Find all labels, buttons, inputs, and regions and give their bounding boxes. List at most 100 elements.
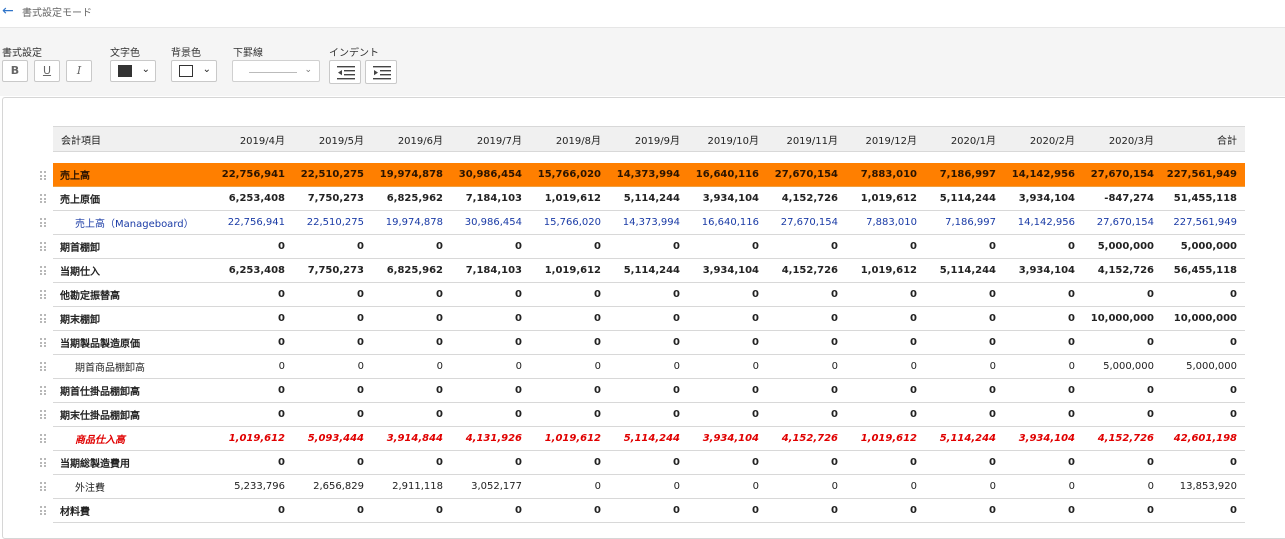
- value-cell: 5,000,000: [1162, 354, 1245, 379]
- value-cell: 5,000,000: [1162, 234, 1245, 259]
- value-cell: 4,152,726: [1083, 258, 1162, 283]
- bg-color-picker[interactable]: ⌄: [171, 60, 217, 82]
- value-cell: 7,186,997: [925, 210, 1004, 235]
- table-row[interactable]: 期末仕掛品棚卸高 0 0 0 0 0 0 0 0 0 0 0 0 0: [53, 402, 1245, 427]
- table-row[interactable]: 他勘定振替高 0 0 0 0 0 0 0 0 0 0 0 0 0: [53, 282, 1245, 307]
- value-cell: 0: [293, 450, 372, 475]
- bg-color-swatch: [179, 65, 193, 77]
- drag-handle-icon[interactable]: [40, 482, 48, 491]
- value-cell: 22,510,275: [293, 210, 372, 235]
- column-header: 2019/12月: [846, 126, 925, 152]
- value-cell: 0: [451, 354, 530, 379]
- bold-button[interactable]: B: [2, 60, 28, 82]
- value-cell: 0: [1162, 402, 1245, 427]
- value-cell: 2,656,829: [293, 474, 372, 499]
- value-cell: 6,253,408: [200, 186, 293, 211]
- value-cell: 10,000,000: [1083, 306, 1162, 331]
- value-cell: 0: [688, 354, 767, 379]
- value-cell: 0: [451, 306, 530, 331]
- value-cell: 0: [1004, 450, 1083, 475]
- value-cell: 0: [1004, 402, 1083, 427]
- value-cell: 0: [767, 474, 846, 499]
- column-header: 2019/10月: [688, 126, 767, 152]
- value-cell: 0: [609, 474, 688, 499]
- drag-handle-icon[interactable]: [40, 338, 48, 347]
- table-row[interactable]: 当期仕入 6,253,408 7,750,273 6,825,962 7,184,103…: [53, 258, 1245, 283]
- value-cell: 1,019,612: [846, 426, 925, 451]
- value-cell: 3,934,104: [688, 186, 767, 211]
- value-cell: 0: [846, 282, 925, 307]
- table-row[interactable]: 売上高 22,756,941 22,510,275 19,974,878 30,986,…: [53, 163, 1245, 187]
- value-cell: 0: [293, 234, 372, 259]
- value-cell: 0: [372, 330, 451, 355]
- drag-handle-icon[interactable]: [40, 434, 48, 443]
- value-cell: 14,142,956: [1004, 163, 1083, 187]
- table-row[interactable]: 売上高（Manageboard） 22,756,941 22,510,275 19,9…: [53, 210, 1245, 235]
- drag-handle-icon[interactable]: [40, 290, 48, 299]
- underline-button[interactable]: U: [34, 60, 60, 82]
- drag-handle-icon[interactable]: [40, 266, 48, 275]
- top-bar: ← 書式設定モード: [0, 0, 1285, 28]
- table-row[interactable]: 商品仕入高 1,019,612 5,093,444 3,914,844 4,131,92…: [53, 426, 1245, 451]
- value-cell: 0: [1004, 234, 1083, 259]
- value-cell: 0: [925, 474, 1004, 499]
- account-label: 期末仕掛品棚卸高: [53, 402, 200, 427]
- value-cell: 7,186,997: [925, 163, 1004, 187]
- value-cell: 14,142,956: [1004, 210, 1083, 235]
- value-cell: 0: [925, 234, 1004, 259]
- value-cell: 0: [688, 234, 767, 259]
- table-row[interactable]: 期末棚卸 0 0 0 0 0 0 0 0 0 0 0 10,000,000 10,000,000: [53, 306, 1245, 331]
- border-style-select[interactable]: ⌄: [232, 60, 320, 82]
- value-cell: 0: [200, 450, 293, 475]
- drag-handle-icon[interactable]: [40, 194, 48, 203]
- outdent-button[interactable]: [329, 60, 361, 84]
- value-cell: 22,510,275: [293, 163, 372, 187]
- drag-handle-icon[interactable]: [40, 218, 48, 227]
- value-cell: 6,825,962: [372, 258, 451, 283]
- value-cell: 42,601,198: [1162, 426, 1245, 451]
- value-cell: 227,561,949: [1162, 210, 1245, 235]
- drag-handle-icon[interactable]: [40, 362, 48, 371]
- drag-handle-icon[interactable]: [40, 458, 48, 467]
- table-row[interactable]: 期首商品棚卸高 0 0 0 0 0 0 0 0 0 0 0 5,000,000 5,000,000: [53, 354, 1245, 379]
- value-cell: 0: [1004, 354, 1083, 379]
- value-cell: 1,019,612: [846, 258, 925, 283]
- value-cell: 0: [200, 402, 293, 427]
- table-row[interactable]: 売上原価 6,253,408 7,750,273 6,825,962 7,184,103…: [53, 186, 1245, 211]
- value-cell: 0: [530, 354, 609, 379]
- value-cell: 0: [846, 330, 925, 355]
- value-cell: 0: [846, 306, 925, 331]
- drag-handle-icon[interactable]: [40, 386, 48, 395]
- value-cell: 0: [609, 378, 688, 403]
- value-cell: 0: [925, 306, 1004, 331]
- value-cell: 27,670,154: [1083, 210, 1162, 235]
- value-cell: 0: [372, 234, 451, 259]
- drag-handle-icon[interactable]: [40, 410, 48, 419]
- value-cell: 227,561,949: [1162, 163, 1245, 187]
- column-header: 2020/1月: [925, 126, 1004, 152]
- value-cell: 0: [293, 330, 372, 355]
- indent-button[interactable]: [365, 60, 397, 84]
- table-row[interactable]: 期首棚卸 0 0 0 0 0 0 0 0 0 0 0 5,000,000 5,000,000: [53, 234, 1245, 259]
- value-cell: 30,986,454: [451, 210, 530, 235]
- value-cell: 3,052,177: [451, 474, 530, 499]
- value-cell: 0: [767, 450, 846, 475]
- value-cell: 0: [688, 330, 767, 355]
- value-cell: 0: [925, 354, 1004, 379]
- column-header: 2019/5月: [293, 126, 372, 152]
- table-row[interactable]: 期首仕掛品棚卸高 0 0 0 0 0 0 0 0 0 0 0 0 0: [53, 378, 1245, 403]
- text-color-picker[interactable]: ⌄: [110, 60, 156, 82]
- drag-handle-icon[interactable]: [40, 314, 48, 323]
- table-row[interactable]: 当期総製造費用 0 0 0 0 0 0 0 0 0 0 0 0 0: [53, 450, 1245, 475]
- drag-handle-icon[interactable]: [40, 506, 48, 515]
- italic-button[interactable]: I: [66, 60, 92, 82]
- drag-handle-icon[interactable]: [40, 242, 48, 251]
- arrow-left-icon[interactable]: ←: [2, 3, 14, 19]
- value-cell: 0: [530, 474, 609, 499]
- value-cell: 30,986,454: [451, 163, 530, 187]
- drag-handle-icon[interactable]: [40, 171, 48, 180]
- value-cell: 0: [530, 378, 609, 403]
- table-row[interactable]: 外注費 5,233,796 2,656,829 2,911,118 3,052,177 0…: [53, 474, 1245, 499]
- value-cell: 0: [846, 354, 925, 379]
- table-row[interactable]: 当期製品製造原価 0 0 0 0 0 0 0 0 0 0 0 0 0: [53, 330, 1245, 355]
